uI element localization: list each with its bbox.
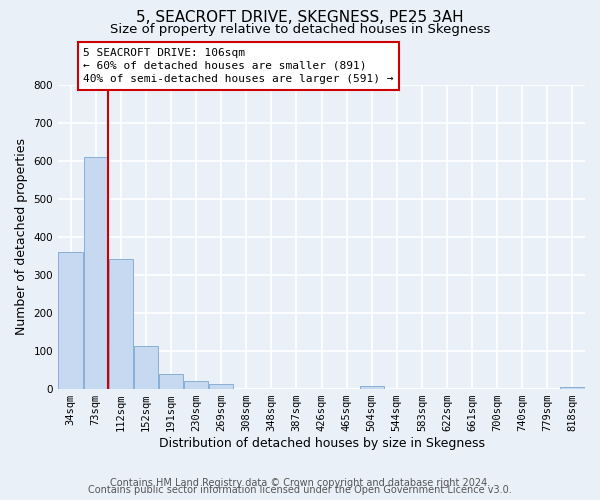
- Text: 5, SEACROFT DRIVE, SKEGNESS, PE25 3AH: 5, SEACROFT DRIVE, SKEGNESS, PE25 3AH: [136, 10, 464, 25]
- Bar: [58, 252, 83, 389]
- Bar: [83, 156, 108, 389]
- Bar: [359, 386, 384, 389]
- Bar: [560, 387, 584, 389]
- Text: 5 SEACROFT DRIVE: 106sqm
← 60% of detached houses are smaller (891)
40% of semi-: 5 SEACROFT DRIVE: 106sqm ← 60% of detach…: [83, 48, 394, 84]
- Text: Size of property relative to detached houses in Skegness: Size of property relative to detached ho…: [110, 22, 490, 36]
- X-axis label: Distribution of detached houses by size in Skegness: Distribution of detached houses by size …: [158, 437, 485, 450]
- Text: Contains public sector information licensed under the Open Government Licence v3: Contains public sector information licen…: [88, 485, 512, 495]
- Y-axis label: Number of detached properties: Number of detached properties: [15, 138, 28, 336]
- Text: Contains HM Land Registry data © Crown copyright and database right 2024.: Contains HM Land Registry data © Crown c…: [110, 478, 490, 488]
- Bar: [209, 384, 233, 389]
- Bar: [159, 374, 183, 389]
- Bar: [134, 346, 158, 389]
- Bar: [109, 259, 133, 389]
- Bar: [184, 381, 208, 389]
